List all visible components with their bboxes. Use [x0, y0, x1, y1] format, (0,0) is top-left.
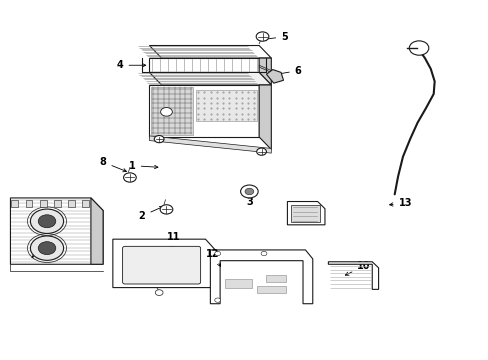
- Circle shape: [256, 32, 268, 41]
- FancyBboxPatch shape: [224, 279, 251, 288]
- Circle shape: [256, 148, 266, 155]
- Circle shape: [30, 236, 63, 260]
- Polygon shape: [113, 239, 215, 288]
- Circle shape: [160, 205, 172, 214]
- FancyBboxPatch shape: [122, 246, 200, 284]
- Text: 1: 1: [129, 161, 158, 171]
- Circle shape: [154, 135, 163, 143]
- Polygon shape: [266, 69, 283, 83]
- Text: 3: 3: [245, 187, 252, 207]
- FancyBboxPatch shape: [68, 201, 75, 207]
- Circle shape: [38, 215, 56, 228]
- Text: 12: 12: [205, 248, 220, 266]
- Circle shape: [244, 188, 253, 195]
- Text: 8: 8: [100, 157, 126, 172]
- Circle shape: [214, 251, 220, 256]
- FancyBboxPatch shape: [82, 201, 89, 207]
- Polygon shape: [287, 202, 325, 225]
- Polygon shape: [149, 136, 271, 153]
- Polygon shape: [149, 58, 259, 72]
- Circle shape: [240, 185, 258, 198]
- Polygon shape: [259, 85, 271, 149]
- Circle shape: [155, 290, 163, 296]
- Polygon shape: [151, 87, 193, 135]
- Text: 11: 11: [167, 232, 180, 250]
- Polygon shape: [259, 58, 271, 85]
- FancyBboxPatch shape: [25, 201, 32, 207]
- Circle shape: [261, 251, 266, 256]
- FancyBboxPatch shape: [266, 275, 285, 282]
- FancyBboxPatch shape: [40, 201, 46, 207]
- Polygon shape: [328, 262, 378, 289]
- Circle shape: [160, 108, 172, 116]
- FancyBboxPatch shape: [54, 201, 61, 207]
- Circle shape: [123, 173, 136, 182]
- Polygon shape: [210, 250, 312, 304]
- Text: 2: 2: [139, 206, 163, 221]
- Text: 6: 6: [269, 66, 301, 76]
- Circle shape: [38, 242, 56, 255]
- FancyBboxPatch shape: [11, 201, 18, 207]
- Text: 4: 4: [117, 60, 145, 70]
- Text: 5: 5: [262, 32, 287, 41]
- Polygon shape: [149, 85, 259, 137]
- Text: 9: 9: [287, 202, 294, 218]
- FancyBboxPatch shape: [256, 286, 285, 293]
- Polygon shape: [195, 90, 256, 121]
- Circle shape: [408, 41, 428, 55]
- Polygon shape: [149, 72, 271, 85]
- FancyBboxPatch shape: [291, 205, 319, 222]
- Polygon shape: [10, 198, 103, 264]
- Polygon shape: [91, 198, 103, 264]
- Text: 13: 13: [389, 198, 411, 208]
- Circle shape: [214, 298, 220, 302]
- Circle shape: [30, 209, 63, 233]
- Polygon shape: [149, 45, 271, 58]
- Text: 10: 10: [345, 261, 370, 275]
- Text: 7: 7: [29, 242, 49, 260]
